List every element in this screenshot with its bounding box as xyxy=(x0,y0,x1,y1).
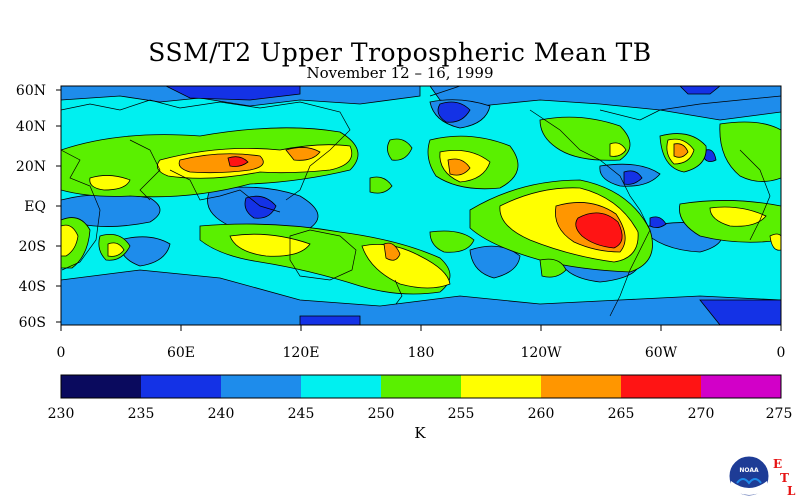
contour-235-240 xyxy=(165,86,781,325)
colorbar-unit: K xyxy=(414,424,426,442)
lat-label: 20S xyxy=(19,239,46,255)
noaa-badge-text: NOAA xyxy=(739,467,759,474)
latitude-axis: 60N 40N 20N EQ 20S 40S 60S xyxy=(16,83,61,331)
temperature-map xyxy=(61,86,781,325)
lon-label: 120W xyxy=(520,345,562,361)
colorbar-swatch xyxy=(461,375,541,398)
lon-label: 0 xyxy=(777,345,786,361)
colorbar-tick: 265 xyxy=(608,406,635,422)
longitude-axis: 0 60E 120E 180 120W 60W 0 xyxy=(57,325,786,361)
lon-label: 60W xyxy=(645,345,678,361)
colorbar-swatch xyxy=(701,375,781,398)
lon-label: 180 xyxy=(408,345,435,361)
logo-letter: E xyxy=(773,457,782,471)
colorbar-swatch xyxy=(381,375,461,398)
colorbar-tick: 245 xyxy=(288,406,315,422)
contour-240-245 xyxy=(61,86,781,325)
noaa-logo-icon: NOAA E T L xyxy=(728,455,796,497)
colorbar-swatch xyxy=(141,375,221,398)
coastlines xyxy=(61,86,781,317)
colorbar-frame xyxy=(60,374,782,399)
page-subtitle: November 12 – 16, 1999 xyxy=(306,64,494,82)
colorbar-swatch xyxy=(61,375,141,398)
contour-265-270 xyxy=(227,156,623,249)
colorbar-swatch xyxy=(301,375,381,398)
lat-label: 40N xyxy=(16,119,46,135)
colorbar-tick: 240 xyxy=(208,406,235,422)
page-title: SSM/T2 Upper Tropospheric Mean TB xyxy=(148,38,652,67)
lon-label: 60E xyxy=(167,345,195,361)
lon-label: 0 xyxy=(57,345,66,361)
colorbar-tick: 260 xyxy=(528,406,555,422)
colorbar-tick: 235 xyxy=(128,406,155,422)
logo-letter: L xyxy=(787,484,796,497)
lat-label: 60S xyxy=(19,315,46,331)
lon-label: 120E xyxy=(283,345,320,361)
colorbar: 230 235 240 245 250 255 260 265 270 275 xyxy=(48,374,793,422)
logo-letter: T xyxy=(780,471,789,485)
colorbar-swatch xyxy=(621,375,701,398)
colorbar-tick: 255 xyxy=(448,406,475,422)
lat-label: EQ xyxy=(24,199,46,215)
noaa-etl-logo: NOAA E T L xyxy=(728,455,798,497)
lat-label: 40S xyxy=(19,279,46,295)
colorbar-tick: 230 xyxy=(48,406,75,422)
colorbar-swatch xyxy=(541,375,621,398)
lat-label: 60N xyxy=(16,83,46,99)
colorbar-tick: 275 xyxy=(766,406,793,422)
colorbar-tick: 250 xyxy=(368,406,395,422)
colorbar-tick: 270 xyxy=(688,406,715,422)
lat-label: 20N xyxy=(16,159,46,175)
colorbar-swatch xyxy=(221,375,301,398)
